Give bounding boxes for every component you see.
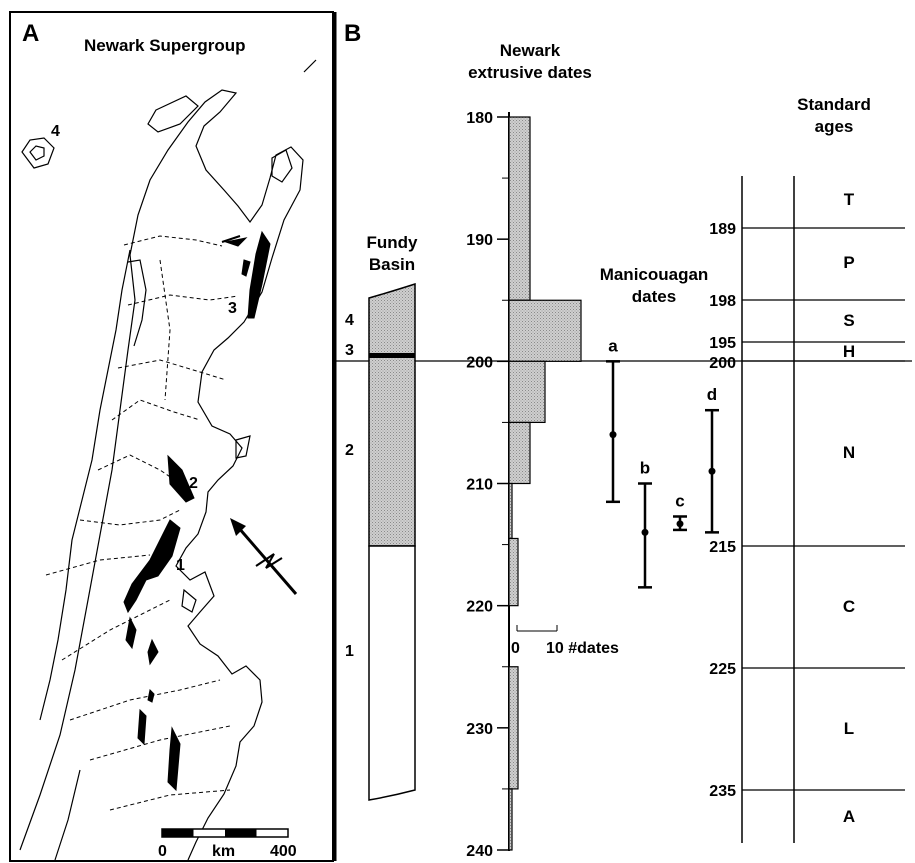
- newark-axis-ticks: 180 190 200 210 220 230 240: [466, 110, 509, 860]
- fundy-unit-1: [368, 545, 416, 801]
- count-scale-text: 10 #dates: [546, 640, 619, 657]
- panel-b: B Newark extrusive dates Fundy Basin Man…: [336, 20, 912, 860]
- arrow-icon: [221, 235, 241, 243]
- basin-label-4: 4: [51, 123, 60, 140]
- histogram-bin: [508, 482, 513, 540]
- age-boundary-label: 235: [709, 783, 736, 800]
- fundy-unit-3-basalt: [369, 353, 415, 358]
- rift-basins: [123, 230, 271, 792]
- histogram-bin: [508, 421, 531, 485]
- fundy-unit-label-4: 4: [345, 312, 354, 329]
- stage-label: N: [843, 443, 855, 462]
- newark-histogram: 180 190 200 210 220 230 240 0 10 #dates: [466, 110, 619, 860]
- age-boundary-label: 198: [709, 293, 736, 310]
- stage-label: A: [843, 807, 855, 826]
- panel-a-title: Newark Supergroup: [84, 36, 246, 55]
- age-boundary-label: 215: [709, 539, 736, 556]
- fundy-unit-label-3: 3: [345, 342, 354, 359]
- histogram-bin: [508, 537, 519, 607]
- stage-label: P: [843, 253, 854, 272]
- histogram-bin: [508, 666, 519, 790]
- newark-tick-label: 180: [466, 110, 493, 127]
- stage-label: S: [843, 311, 854, 330]
- manicouagan-title-line2: dates: [632, 287, 676, 306]
- histogram-bin: [508, 360, 546, 424]
- stage-label: C: [843, 597, 855, 616]
- scale-bar: 0 km 400: [158, 828, 297, 860]
- newark-tick-label: 240: [466, 843, 493, 860]
- basin-label-3: 3: [228, 300, 237, 317]
- manicouagan-date-b: b: [638, 459, 652, 589]
- manicouagan-date-a: a: [606, 336, 620, 504]
- scale-end: 400: [270, 843, 297, 860]
- manicouagan-title-line1: Manicouagan: [600, 265, 709, 284]
- date-point: [641, 528, 649, 536]
- scale-unit: km: [212, 843, 235, 860]
- age-boundary-label: 189: [709, 221, 736, 238]
- scale-start: 0: [158, 843, 167, 860]
- manicouagan-date-c: c: [673, 491, 687, 532]
- fundy-shaded-units: [368, 282, 416, 547]
- date-label: a: [608, 336, 618, 355]
- direction-arrow-icon: [230, 518, 298, 595]
- newark-tick-label: 190: [466, 232, 493, 249]
- panel-a-letter: A: [22, 20, 39, 47]
- panel-b-letter: B: [344, 20, 361, 47]
- basin-label-1: 1: [176, 557, 185, 574]
- date-label: b: [640, 459, 650, 478]
- fundy-column: 4 3 2 1: [345, 282, 416, 801]
- fundy-unit-label-2: 2: [345, 442, 354, 459]
- standard-ages-title-line2: ages: [815, 117, 854, 136]
- date-point: [609, 431, 617, 439]
- date-label: c: [675, 491, 684, 510]
- newark-tick-label: 220: [466, 599, 493, 616]
- age-boundary-label: 200: [709, 355, 736, 372]
- panel-a-frame: [9, 11, 334, 862]
- manicouagan-date-d: d: [705, 385, 719, 534]
- age-boundary-label: 195: [709, 335, 736, 352]
- count-scale: 0 10 #dates: [511, 625, 619, 657]
- basin-label-2: 2: [189, 475, 198, 492]
- standard-ages-column: 189 198 195 200 215 225 235 T P SH N C L A: [709, 176, 905, 843]
- age-boundary-label: 225: [709, 661, 736, 678]
- count-scale-zero: 0: [511, 640, 520, 657]
- newark-title-line2: extrusive dates: [468, 63, 592, 82]
- newark-tick-label: 210: [466, 477, 493, 494]
- histogram-bin: [508, 299, 582, 362]
- standard-age-boundaries: 189 198 195 200 215 225 235: [709, 221, 905, 800]
- standard-age-stages: T P SH N C L A: [843, 190, 855, 826]
- manicouagan-dates: a b c d: [606, 336, 719, 589]
- fundy-title-line1: Fundy: [367, 233, 419, 252]
- newark-tick-label: 230: [466, 721, 493, 738]
- newark-bins: [508, 116, 582, 851]
- stage-label: L: [844, 719, 854, 738]
- date-label: d: [707, 385, 717, 404]
- newark-title-line1: Newark: [500, 41, 561, 60]
- panel-a: A Newark Supergroup: [19, 20, 317, 861]
- standard-ages-title-line1: Standard: [797, 95, 871, 114]
- date-point: [676, 520, 684, 528]
- date-point: [708, 467, 716, 475]
- coastline-map: [19, 59, 317, 861]
- fundy-unit-label-1: 1: [345, 643, 354, 660]
- histogram-bin: [508, 788, 513, 851]
- newark-tick-label: 200: [466, 354, 493, 371]
- fundy-title-line2: Basin: [369, 255, 415, 274]
- histogram-bin: [508, 116, 531, 301]
- stage-label: T: [844, 190, 855, 209]
- stage-label: H: [843, 342, 855, 361]
